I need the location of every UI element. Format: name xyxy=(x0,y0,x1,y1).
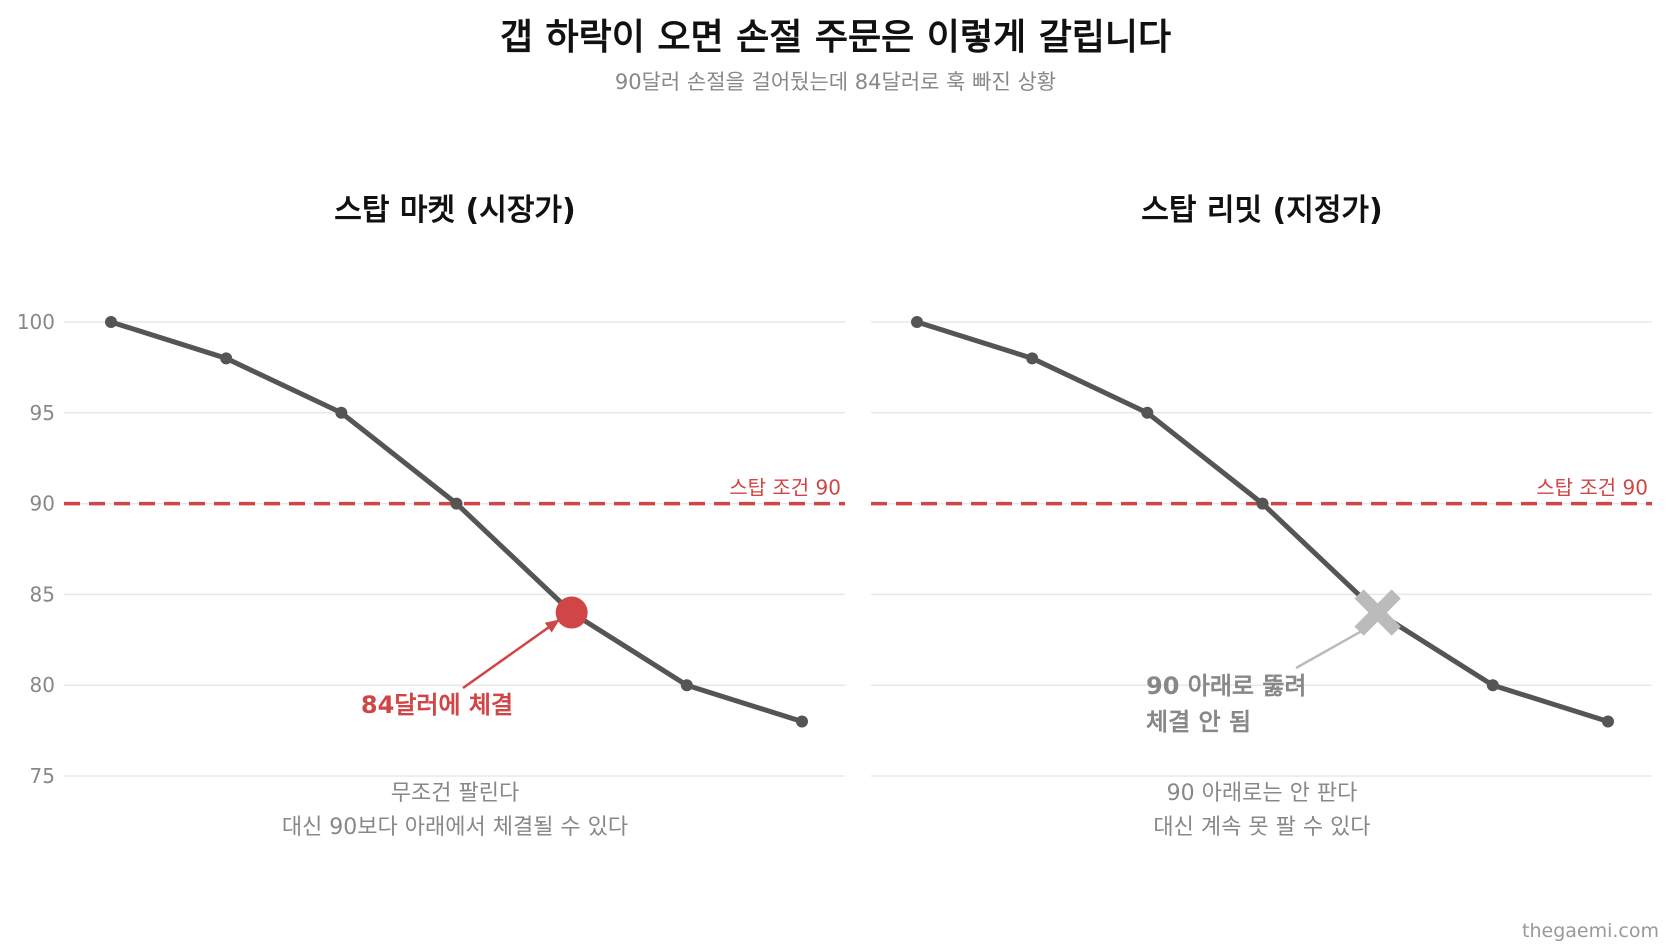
panel2-price-line xyxy=(914,319,1611,725)
watermark: thegaemi.com xyxy=(1522,920,1659,942)
panel1-data-point-1 xyxy=(105,316,117,328)
panel2-caption-line-2: 대신 계속 못 팔 수 있다 xyxy=(1153,815,1370,840)
panel1-data-point-6 xyxy=(680,679,693,692)
chart-title: 갭 하락이 오면 손절 주문은 이렇게 갈립니다 xyxy=(499,17,1172,58)
panel2-data-point-2 xyxy=(1026,352,1039,365)
y-tick-label-90: 90 xyxy=(30,492,55,516)
y-tick-label-100: 100 xyxy=(17,310,55,334)
panel1-annotation-arrow-line xyxy=(462,618,561,690)
panel2-annotation-label-line-1: 90 아래로 뚫려 xyxy=(1146,672,1307,700)
panel2-data-point-1 xyxy=(911,316,923,328)
panel1-execution-marker xyxy=(555,596,588,629)
panel2-data-point-3 xyxy=(1141,406,1154,419)
panel1-data-point-4 xyxy=(450,497,463,510)
panel1-data-point-3 xyxy=(335,406,348,419)
y-tick-label-95: 95 xyxy=(30,401,55,425)
panel2-annotation-label-line-2: 체결 안 됨 xyxy=(1146,708,1251,736)
panel2-stop-line-label: 스탑 조건 90 xyxy=(1536,476,1648,500)
panel2-data-point-4 xyxy=(1256,497,1269,510)
panel1-annotation-label: 84달러에 체결 xyxy=(361,691,513,719)
panel2-data-point-7 xyxy=(1602,715,1614,728)
panel1-caption-line-1: 무조건 팔린다 xyxy=(391,781,519,806)
panel1-caption-line-2: 대신 90보다 아래에서 체결될 수 있다 xyxy=(282,815,628,840)
y-tick-label-80: 80 xyxy=(30,673,55,697)
panel2-annotation-line xyxy=(1295,625,1371,670)
y-tick-label-75: 75 xyxy=(30,764,55,788)
panel1-data-point-2 xyxy=(220,352,233,365)
panel1-data-point-7 xyxy=(796,715,808,728)
panel1-annotation-arrow-head xyxy=(544,619,560,633)
panel2-data-point-6 xyxy=(1486,679,1499,692)
panel2-no-execution-marker xyxy=(1354,589,1401,636)
panel2-caption-line-1: 90 아래로는 안 판다 xyxy=(1167,781,1358,806)
panel1-title: 스탑 마켓 (시장가) xyxy=(334,193,576,228)
panel1-stop-line-label: 스탑 조건 90 xyxy=(729,476,841,500)
y-tick-label-85: 85 xyxy=(30,582,55,606)
chart-subtitle: 90달러 손절을 걸어뒀는데 84달러로 훅 빠진 상황 xyxy=(614,70,1057,94)
panel1-price-line xyxy=(108,319,805,725)
panel2-title: 스탑 리밋 (지정가) xyxy=(1141,193,1383,228)
